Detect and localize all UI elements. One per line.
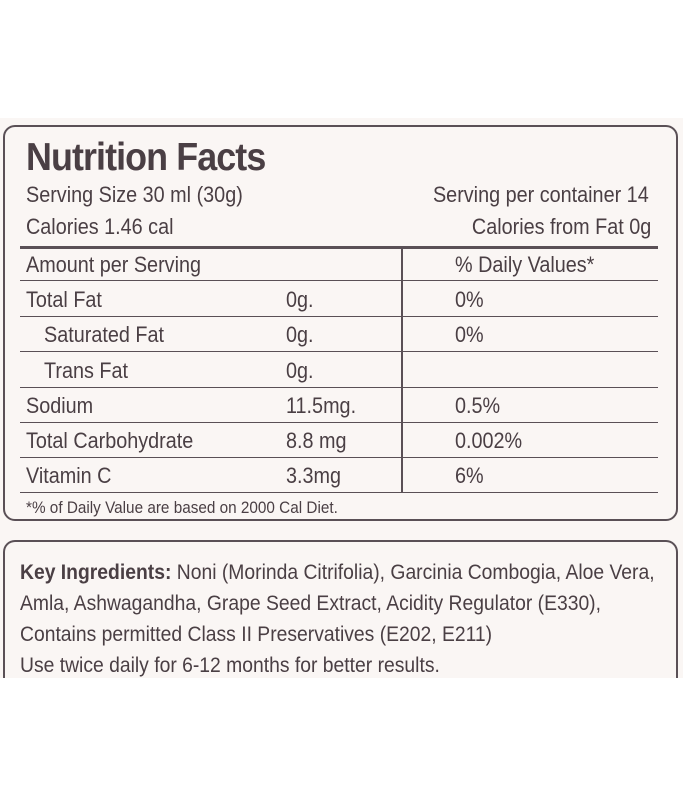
nutrient-daily-value: 6% xyxy=(455,463,484,488)
nutrient-daily-value: 0% xyxy=(455,322,484,347)
table-bottom-rule xyxy=(20,492,658,493)
nutrient-name: Vitamin C xyxy=(26,463,112,488)
nutrient-daily-value: 0.002% xyxy=(455,428,523,453)
usage-text: Use twice daily for 6-12 months for bett… xyxy=(20,654,440,677)
footnote: *% of Daily Value are based on 2000 Cal … xyxy=(26,498,338,517)
servings-per-container: Serving per container 14 xyxy=(433,182,649,207)
header-daily-values: % Daily Values* xyxy=(455,252,595,277)
serving-size: Serving Size 30 ml (30g) xyxy=(26,182,243,207)
calories-from-fat: Calories from Fat 0g xyxy=(471,214,651,239)
row-divider xyxy=(20,422,658,423)
nutrient-name: Trans Fat xyxy=(44,358,128,383)
nutrient-daily-value: 0% xyxy=(455,287,484,312)
nutrient-name: Sodium xyxy=(26,393,94,418)
header-amount: Amount per Serving xyxy=(26,252,201,277)
ingredients-panel xyxy=(3,540,678,700)
nutrient-amount: 0g. xyxy=(286,322,314,347)
nutrient-amount: 11.5mg. xyxy=(286,393,357,418)
nutrient-name: Total Fat xyxy=(26,287,102,312)
row-divider xyxy=(20,316,658,317)
ingredients-label: Key Ingredients: xyxy=(20,561,172,584)
nutrient-daily-value: 0.5% xyxy=(455,393,501,418)
nutrient-amount: 8.8 mg xyxy=(286,428,347,453)
row-divider xyxy=(20,387,658,388)
nutrition-facts-panel xyxy=(3,125,678,521)
nutrient-amount: 0g. xyxy=(286,358,314,383)
table-top-rule xyxy=(20,246,658,249)
nutrient-amount: 3.3mg xyxy=(286,463,342,488)
nutrient-amount: 0g. xyxy=(286,287,314,312)
nutrient-name: Saturated Fat xyxy=(44,322,164,347)
row-divider xyxy=(20,280,658,281)
nutrition-title: Nutrition Facts xyxy=(26,136,266,179)
label-background xyxy=(0,118,683,678)
page-bottom xyxy=(0,678,683,800)
row-divider xyxy=(20,351,658,352)
calories: Calories 1.46 cal xyxy=(26,214,174,239)
nutrient-name: Total Carbohydrate xyxy=(26,428,194,453)
ingredients-block: Key Ingredients: Noni (Morinda Citrifoli… xyxy=(20,557,664,681)
ingredients-text: Noni (Morinda Citrifolia), Garcinia Comb… xyxy=(20,561,655,646)
column-divider xyxy=(401,248,403,492)
row-divider xyxy=(20,457,658,458)
